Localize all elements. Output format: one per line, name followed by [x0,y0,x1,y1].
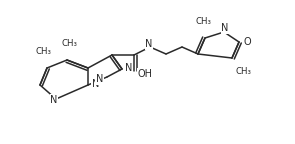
Text: N: N [145,39,153,49]
Text: N: N [50,95,58,105]
Text: O: O [243,37,251,47]
Text: N: N [221,23,229,33]
Text: CH₃: CH₃ [196,18,212,26]
Text: N: N [96,74,103,84]
Text: CH₃: CH₃ [236,67,252,75]
Text: CH₃: CH₃ [36,48,52,56]
Text: OH: OH [138,69,153,79]
Text: CH₃: CH₃ [61,39,77,49]
Text: N: N [92,79,99,89]
Text: N: N [125,63,132,73]
